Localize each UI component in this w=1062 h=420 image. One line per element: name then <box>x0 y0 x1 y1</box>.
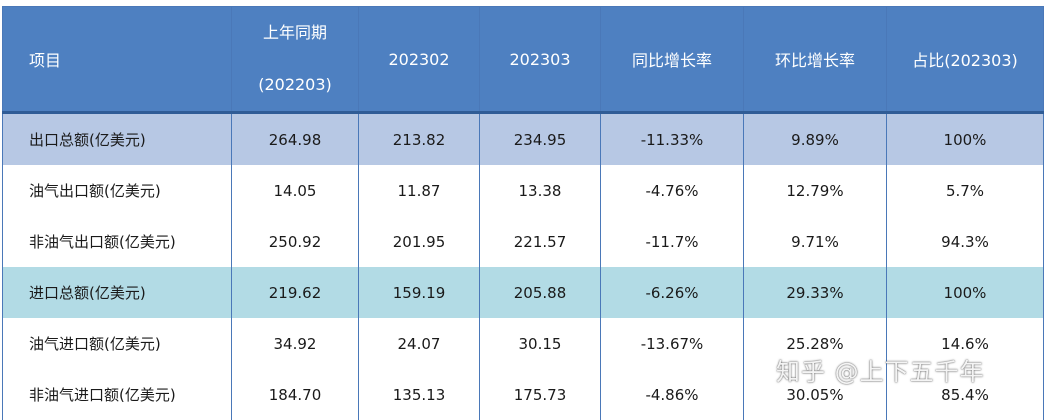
cell-yoy: -4.76% <box>601 165 744 216</box>
cell-202303: 175.73 <box>480 369 601 420</box>
cell-share: 100% <box>887 113 1044 166</box>
cell-202303: 205.88 <box>480 267 601 318</box>
table-row: 进口总额(亿美元) 219.62 159.19 205.88 -6.26% 29… <box>3 267 1044 318</box>
header-mom: 环比增长率 <box>744 7 887 113</box>
table-row: 油气出口额(亿美元) 14.05 11.87 13.38 -4.76% 12.7… <box>3 165 1044 216</box>
cell-prev-year: 250.92 <box>232 216 359 267</box>
cell-202302: 159.19 <box>359 267 480 318</box>
cell-prev-year: 264.98 <box>232 113 359 166</box>
cell-prev-year: 184.70 <box>232 369 359 420</box>
header-share: 占比(202303) <box>887 7 1044 113</box>
row-item: 油气进口额(亿美元) <box>3 318 232 369</box>
cell-mom: 9.89% <box>744 113 887 166</box>
cell-prev-year: 14.05 <box>232 165 359 216</box>
header-prev-year-line2: (202203) <box>232 75 358 95</box>
watermark: 知乎 @上下五千年 <box>776 352 985 387</box>
cell-prev-year: 34.92 <box>232 318 359 369</box>
table-row: 非油气出口额(亿美元) 250.92 201.95 221.57 -11.7% … <box>3 216 1044 267</box>
cell-yoy: -6.26% <box>601 267 744 318</box>
cell-202302: 135.13 <box>359 369 480 420</box>
header-prev-year: 上年同期 (202203) <box>232 7 359 113</box>
header-prev-year-line1: 上年同期 <box>232 23 358 43</box>
cell-yoy: -11.33% <box>601 113 744 166</box>
table-row: 出口总额(亿美元) 264.98 213.82 234.95 -11.33% 9… <box>3 113 1044 166</box>
cell-mom: 9.71% <box>744 216 887 267</box>
row-item: 油气出口额(亿美元) <box>3 165 232 216</box>
cell-prev-year: 219.62 <box>232 267 359 318</box>
cell-mom: 29.33% <box>744 267 887 318</box>
cell-yoy: -4.86% <box>601 369 744 420</box>
cell-share: 94.3% <box>887 216 1044 267</box>
row-item: 进口总额(亿美元) <box>3 267 232 318</box>
cell-202303: 221.57 <box>480 216 601 267</box>
cell-202303: 13.38 <box>480 165 601 216</box>
row-item: 非油气进口额(亿美元) <box>3 369 232 420</box>
header-202303: 202303 <box>480 7 601 113</box>
cell-share: 100% <box>887 267 1044 318</box>
cell-202303: 30.15 <box>480 318 601 369</box>
cell-yoy: -13.67% <box>601 318 744 369</box>
cell-202302: 11.87 <box>359 165 480 216</box>
cell-yoy: -11.7% <box>601 216 744 267</box>
header-202302: 202302 <box>359 7 480 113</box>
cell-share: 5.7% <box>887 165 1044 216</box>
row-item: 出口总额(亿美元) <box>3 113 232 166</box>
table-header: 项目 上年同期 (202203) 202302 202303 同比增长率 环比增… <box>3 7 1044 113</box>
header-row: 项目 上年同期 (202203) 202302 202303 同比增长率 环比增… <box>3 7 1044 113</box>
cell-202302: 213.82 <box>359 113 480 166</box>
header-item: 项目 <box>3 7 232 113</box>
cell-mom: 12.79% <box>744 165 887 216</box>
header-yoy: 同比增长率 <box>601 7 744 113</box>
cell-202302: 201.95 <box>359 216 480 267</box>
cell-202303: 234.95 <box>480 113 601 166</box>
cell-202302: 24.07 <box>359 318 480 369</box>
row-item: 非油气出口额(亿美元) <box>3 216 232 267</box>
